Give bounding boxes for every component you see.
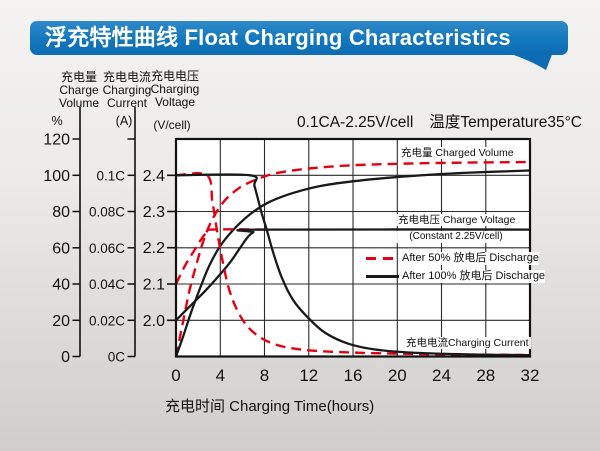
left-axes [79,107,136,357]
voltage-tick-label: 2.1 [143,277,165,294]
voltage-axis-header: 充电电压 Charging Voltage [138,70,212,109]
volume-tick-label: 40 [52,277,70,294]
x-tick-label: 8 [260,366,269,385]
page-title: 浮充特性曲线 Float Charging Characteristics [45,25,511,50]
voltage-axis-header-cn: 充电电压 [150,69,199,83]
current-tick-label: 0C [108,350,126,365]
legend-solid-line-sample [366,275,399,278]
series-charging-current-after-50 [175,172,531,357]
current-axis-header-en1: Charging [102,83,152,97]
series-charging-current-after-100 [175,173,531,357]
volume-axis-header-en1: Charge [59,83,99,97]
axis-ticks: 1201008060402000.1C0.08C0.06C0.04C0.02C0… [43,132,539,386]
x-tick-label: 20 [388,366,407,385]
temperature-text: 温度Temperature35°C [429,114,582,131]
charge-voltage-constant-label: (Constant 2.25V/cell) [396,231,516,243]
x-tick-label: 0 [171,366,180,385]
volume-tick-label: 80 [52,204,70,221]
x-tick-label: 4 [216,366,225,385]
volume-axis-unit: % [51,114,63,128]
x-tick-label: 24 [432,366,451,385]
x-tick-label: 12 [299,366,318,385]
voltage-tick-label: 2.2 [143,240,165,257]
test-condition-annotation: 0.1CA-2.25V/cell 温度Temperature35°C [297,110,582,132]
current-tick-label: 0.04C [89,277,125,292]
volume-axis-header-en2: Volume [58,96,100,110]
voltage-axis-unit: (V/cell) [153,118,191,132]
series-charge-voltage-after-100 [175,228,531,322]
x-tick-label: 16 [344,366,363,385]
charged-volume-curve-label: 充电量 Charged Volume [399,147,516,159]
legend-label-after-50: After 50% 放电后 Discharge [402,252,539,265]
x-tick-label: 28 [476,366,495,385]
volume-tick-label: 60 [52,240,70,257]
current-axis-header-en2: Current [106,96,147,110]
x-axis-title: 充电时间 Charging Time(hours) [165,398,375,415]
banner-tail-shape [505,52,553,70]
voltage-tick-label: 2.4 [143,168,165,185]
volume-axis-header: 充电量 Charge Volume [42,71,116,110]
voltage-axis-header-en1: Charging [150,82,200,96]
current-tick-label: 0.02C [89,313,125,328]
volume-tick-label: 20 [52,313,70,330]
voltage-tick-label: 2.3 [143,204,165,221]
volume-tick-label: 100 [43,168,70,185]
curves [174,160,531,357]
series-charged-volume-after-50 [174,160,531,357]
legend-label-after-100: After 100% 放电后 Discharge [402,270,546,283]
current-tick-label: 0.06C [89,241,125,256]
series-charged-volume-after-100 [174,169,531,357]
x-tick-label: 32 [521,366,540,385]
title-banner: 浮充特性曲线 Float Charging Characteristics [30,21,568,55]
condition-text: 0.1CA-2.25V/cell [297,114,414,131]
current-axis-header: 充电电流 Charging Current [90,71,164,110]
volume-tick-label: 120 [43,132,70,149]
volume-axis-header-cn: 充电量 [60,70,97,84]
legend-dashed-line-sample [366,257,399,260]
voltage-axis-header-en2: Voltage [154,95,196,109]
current-tick-label: 0.08C [89,205,125,220]
current-axis-header-cn: 充电电流 [102,70,151,84]
charging-current-curve-label: 充电电流Charging Current [404,337,531,349]
series-charge-voltage-after-50 [174,228,272,285]
voltage-tick-label: 2.0 [143,313,165,330]
current-tick-label: 0.1C [96,168,125,183]
volume-tick-label: 0 [61,349,70,366]
current-axis-unit: (A) [115,114,133,128]
charge-voltage-curve-label: 充电电压 Charge Voltage [396,214,516,226]
